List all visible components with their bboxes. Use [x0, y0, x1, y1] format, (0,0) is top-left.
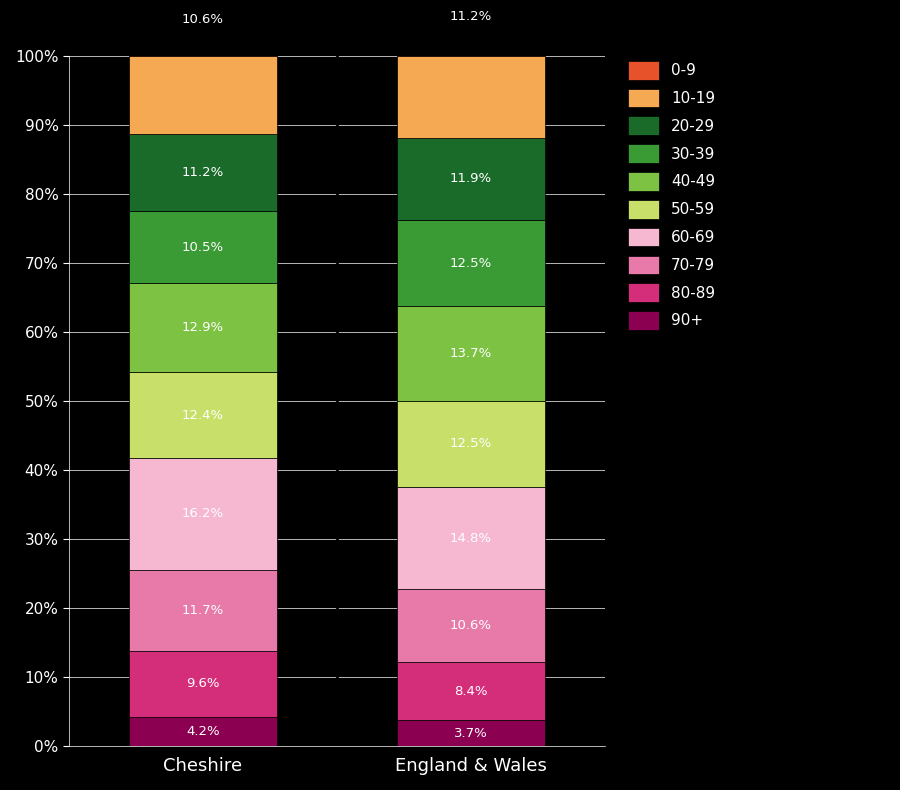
Legend: 0-9, 10-19, 20-29, 30-39, 40-49, 50-59, 60-69, 70-79, 80-89, 90+: 0-9, 10-19, 20-29, 30-39, 40-49, 50-59, …	[624, 56, 720, 334]
Text: 10.6%: 10.6%	[450, 619, 492, 632]
Text: 3.7%: 3.7%	[454, 727, 488, 739]
Bar	[130, 717, 276, 746]
Bar	[397, 487, 544, 589]
Text: 4.2%: 4.2%	[186, 725, 220, 738]
Text: 12.5%: 12.5%	[450, 438, 492, 450]
Bar	[130, 458, 276, 570]
Bar	[130, 0, 276, 56]
Text: 11.9%: 11.9%	[450, 172, 492, 186]
Text: 12.4%: 12.4%	[182, 408, 224, 422]
Bar	[397, 307, 544, 401]
Text: 10.6%: 10.6%	[182, 13, 224, 26]
Bar	[130, 56, 276, 134]
Text: 12.9%: 12.9%	[182, 322, 224, 334]
Bar	[397, 220, 544, 307]
Text: 8.4%: 8.4%	[454, 685, 488, 698]
Bar	[130, 570, 276, 651]
Bar	[397, 0, 544, 55]
Text: 11.7%: 11.7%	[182, 604, 224, 617]
Bar	[397, 589, 544, 662]
Bar	[397, 55, 544, 137]
Text: 10.5%: 10.5%	[182, 241, 224, 254]
Text: 12.5%: 12.5%	[450, 257, 492, 269]
Bar	[130, 651, 276, 717]
Bar	[397, 137, 544, 220]
Text: 16.2%: 16.2%	[182, 507, 224, 521]
Bar	[130, 134, 276, 211]
Bar	[130, 372, 276, 458]
Text: 11.2%: 11.2%	[182, 166, 224, 179]
Text: 13.7%: 13.7%	[450, 347, 492, 360]
Bar	[397, 662, 544, 720]
Bar	[397, 401, 544, 487]
Bar	[130, 211, 276, 284]
Bar	[397, 720, 544, 746]
Text: 9.6%: 9.6%	[186, 677, 220, 690]
Text: 14.8%: 14.8%	[450, 532, 492, 544]
Text: 11.2%: 11.2%	[450, 10, 492, 24]
Bar	[130, 284, 276, 372]
